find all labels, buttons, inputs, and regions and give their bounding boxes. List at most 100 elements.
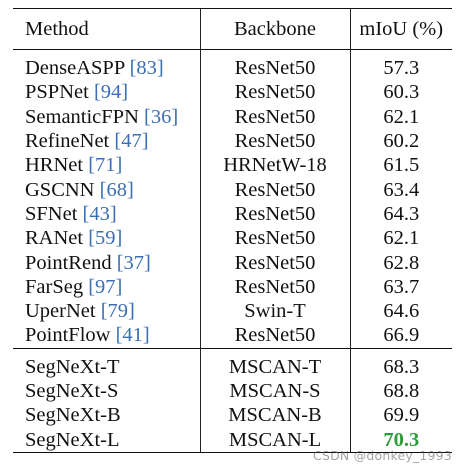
miou-value: 63.4 bbox=[383, 178, 420, 201]
method-name: SFNet bbox=[25, 202, 78, 225]
method-name: RefineNet bbox=[25, 130, 110, 153]
backbone-cell: ResNet50 bbox=[199, 80, 351, 105]
backbone-cell: MSCAN-B bbox=[199, 403, 351, 428]
citation-link[interactable]: [41] bbox=[115, 324, 150, 347]
method-cell: SemanticFPN [36] bbox=[13, 105, 200, 129]
method-cell: SFNet [43] bbox=[13, 202, 200, 226]
method-header: Method bbox=[13, 8, 200, 50]
backbone-cell: Swin-T bbox=[199, 298, 351, 324]
method-cell: PointRend [37] bbox=[13, 250, 200, 274]
method-cell: GSCNN [68] bbox=[13, 177, 200, 201]
miou-cell: 70.3 bbox=[350, 427, 452, 453]
method-cell: SegNeXt-L bbox=[13, 427, 200, 453]
miou-value: 68.8 bbox=[383, 380, 420, 402]
table-row: SFNet [43] ResNet50 64.3 bbox=[13, 201, 452, 227]
citation-link[interactable]: [43] bbox=[82, 202, 117, 225]
miou-value: 62.1 bbox=[383, 105, 420, 128]
table-row: GSCNN [68] ResNet50 63.4 bbox=[13, 177, 452, 202]
results-table: Method Backbone mIoU (%) DenseASPP [83] R… bbox=[13, 8, 452, 453]
method-cell: UperNet [79] bbox=[13, 299, 200, 323]
method-cell: RefineNet [47] bbox=[13, 129, 200, 153]
backbone-cell: MSCAN-T bbox=[199, 347, 351, 379]
miou-cell: 66.9 bbox=[350, 323, 452, 348]
miou-value: 64.6 bbox=[383, 300, 420, 323]
table-row: RefineNet [47] ResNet50 60.2 bbox=[13, 128, 452, 154]
method-name: SegNeXt-S bbox=[25, 380, 119, 402]
table-row: FarSeg [97] ResNet50 63.7 bbox=[13, 274, 452, 299]
header-row: Method Backbone mIoU (%) bbox=[13, 8, 452, 50]
backbone-cell: MSCAN-L bbox=[199, 427, 351, 453]
method-cell: DenseASPP [83] bbox=[13, 49, 200, 81]
table-row: PSPNet [94] ResNet50 60.3 bbox=[13, 80, 452, 105]
citation-link[interactable]: [36] bbox=[144, 105, 179, 128]
miou-value: 66.9 bbox=[383, 324, 420, 347]
miou-cell: 60.3 bbox=[350, 80, 452, 104]
miou-cell: 63.7 bbox=[350, 275, 452, 299]
miou-cell: 60.2 bbox=[350, 129, 452, 153]
citation-link[interactable]: [68] bbox=[99, 178, 134, 201]
backbone-cell: ResNet50 bbox=[199, 274, 351, 299]
backbone-cell: ResNet50 bbox=[199, 128, 351, 154]
method-cell: HRNet [71] bbox=[13, 153, 200, 177]
method-name: SegNeXt-T bbox=[25, 355, 120, 378]
method-cell: SegNeXt-S bbox=[13, 379, 200, 403]
method-name: UperNet bbox=[25, 300, 96, 323]
best-miou-value: 70.3 bbox=[383, 428, 420, 451]
miou-value: 68.3 bbox=[383, 355, 420, 378]
miou-value: 60.2 bbox=[383, 130, 420, 153]
citation-link[interactable]: [37] bbox=[116, 251, 151, 274]
backbone-cell: ResNet50 bbox=[199, 323, 351, 349]
miou-value: 57.3 bbox=[383, 57, 420, 80]
method-name: FarSeg bbox=[25, 275, 84, 298]
method-name: HRNet bbox=[25, 154, 84, 177]
table-row: DenseASPP [83] ResNet50 57.3 bbox=[13, 49, 452, 81]
backbone-header: Backbone bbox=[199, 8, 351, 50]
table-row: SegNeXt-S MSCAN-S 68.8 bbox=[13, 378, 452, 404]
citation-link[interactable]: [97] bbox=[88, 275, 123, 298]
miou-header: mIoU (%) bbox=[350, 8, 452, 50]
backbone-cell: HRNetW-18 bbox=[199, 153, 351, 178]
results-table-container: Method Backbone mIoU (%) DenseASPP [83] R… bbox=[13, 8, 452, 453]
miou-value: 62.8 bbox=[383, 251, 420, 274]
method-name: SegNeXt-L bbox=[25, 428, 120, 451]
method-cell: PointFlow [41] bbox=[13, 323, 200, 348]
table-row: SegNeXt-T MSCAN-T 68.3 bbox=[13, 347, 452, 379]
backbone-cell: ResNet50 bbox=[199, 104, 351, 129]
backbone-cell: ResNet50 bbox=[199, 250, 351, 275]
miou-cell: 57.3 bbox=[350, 49, 452, 81]
miou-cell: 68.3 bbox=[350, 347, 452, 379]
citation-link[interactable]: [94] bbox=[93, 81, 129, 104]
method-name: DenseASPP bbox=[25, 57, 125, 80]
table-row: UperNet [79] Swin-T 64.6 bbox=[13, 298, 452, 324]
table-row: PointRend [37] ResNet50 62.8 bbox=[13, 250, 452, 275]
citation-link[interactable]: [59] bbox=[88, 227, 123, 250]
table-row: SemanticFPN [36] ResNet50 62.1 bbox=[13, 104, 452, 129]
method-cell: PSPNet [94] bbox=[13, 80, 200, 104]
citation-link[interactable]: [79] bbox=[100, 300, 135, 323]
table-row: SegNeXt-B MSCAN-B 69.9 bbox=[13, 403, 452, 428]
miou-cell: 62.1 bbox=[350, 226, 452, 250]
citation-link[interactable]: [71] bbox=[88, 154, 123, 177]
table-row: PointFlow [41] ResNet50 66.9 bbox=[13, 323, 452, 349]
method-name: RANet bbox=[25, 227, 84, 250]
backbone-cell: ResNet50 bbox=[199, 201, 351, 227]
miou-value: 69.9 bbox=[383, 404, 420, 427]
table-row: HRNet [71] HRNetW-18 61.5 bbox=[13, 153, 452, 178]
miou-cell: 68.8 bbox=[350, 379, 452, 403]
method-cell: FarSeg [97] bbox=[13, 275, 200, 299]
method-cell: SegNeXt-B bbox=[13, 403, 200, 427]
backbone-cell: ResNet50 bbox=[199, 49, 351, 81]
citation-link[interactable]: [47] bbox=[114, 130, 149, 153]
miou-cell: 63.4 bbox=[350, 177, 452, 201]
miou-value: 64.3 bbox=[383, 202, 420, 225]
miou-cell: 64.6 bbox=[350, 299, 452, 323]
backbone-cell: MSCAN-S bbox=[199, 378, 351, 404]
citation-link[interactable]: [83] bbox=[129, 57, 164, 80]
method-cell: SegNeXt-T bbox=[13, 347, 200, 379]
miou-value: 63.7 bbox=[383, 275, 420, 298]
table-row: RANet [59] ResNet50 62.1 bbox=[13, 226, 452, 251]
method-name: PSPNet bbox=[25, 81, 89, 104]
method-name: PointRend bbox=[25, 251, 112, 274]
miou-cell: 62.1 bbox=[350, 105, 452, 129]
method-name: SegNeXt-B bbox=[25, 404, 121, 427]
